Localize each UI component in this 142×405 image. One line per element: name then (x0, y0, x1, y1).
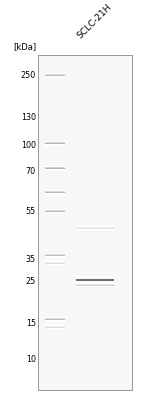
Text: 250: 250 (21, 70, 36, 79)
Bar (38, 55, 132, 390)
Bar (38, 55, 132, 390)
Text: 70: 70 (26, 168, 36, 177)
Text: 100: 100 (21, 141, 36, 151)
Text: 55: 55 (26, 207, 36, 215)
Text: [kDa]: [kDa] (13, 43, 36, 51)
Text: 35: 35 (26, 254, 36, 264)
Text: 130: 130 (21, 113, 36, 121)
Text: 10: 10 (26, 356, 36, 364)
Text: SCLC-21H: SCLC-21H (76, 2, 114, 40)
Text: 15: 15 (26, 318, 36, 328)
Text: 25: 25 (26, 277, 36, 286)
